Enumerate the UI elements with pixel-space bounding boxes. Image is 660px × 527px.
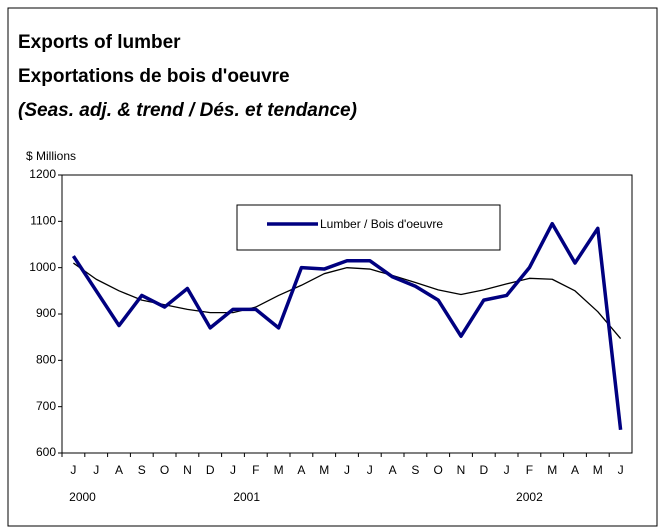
y-tick-label: 700 [36,399,56,413]
x-tick-label: F [526,463,533,477]
x-tick-label: N [183,463,192,477]
x-tick-label: J [504,463,510,477]
series-line [73,262,622,339]
y-tick-label: 1000 [29,260,56,274]
x-tick-label: S [138,463,146,477]
x-tick-label: F [252,463,259,477]
chart-title: Exports of lumber [18,32,181,53]
x-tick-label: A [389,463,397,477]
y-tick-label: 600 [36,445,56,459]
x-tick-label: D [206,463,215,477]
x-tick-label: M [593,463,603,477]
y-tick-label: 900 [36,306,56,320]
y-axis-label: $ Millions [26,149,76,163]
frame [7,7,658,527]
x-tick-label: M [319,463,329,477]
x-tick-label: J [367,463,373,477]
x-tick-label: O [434,463,443,477]
x-tick-label: M [547,463,557,477]
x-tick-label: J [70,463,76,477]
y-tick-label: 1100 [30,214,56,228]
x-tick-label: J [618,463,624,477]
x-tick-label: N [457,463,466,477]
legend-label: Lumber / Bois d'oeuvre [320,217,443,231]
year-label: 2001 [233,490,260,504]
year-label: 2000 [69,490,96,504]
x-tick-label: S [411,463,419,477]
x-tick-label: M [274,463,284,477]
x-tick-label: A [297,463,305,477]
x-tick-label: D [479,463,488,477]
y-tick-label: 1200 [29,167,56,181]
x-tick-label: J [230,463,236,477]
x-tick-label: J [93,463,99,477]
legend [236,204,501,251]
x-tick-label: J [344,463,350,477]
year-label: 2002 [516,490,543,504]
series-line [71,221,623,431]
x-tick-label: A [115,463,123,477]
y-tick-label: 800 [36,353,56,367]
x-tick-label: O [160,463,169,477]
chart-subtitle: Exportations de bois d'oeuvre [18,66,290,87]
x-tick-label: A [571,463,579,477]
chart-note: (Seas. adj. & trend / Dés. et tendance) [18,100,357,121]
